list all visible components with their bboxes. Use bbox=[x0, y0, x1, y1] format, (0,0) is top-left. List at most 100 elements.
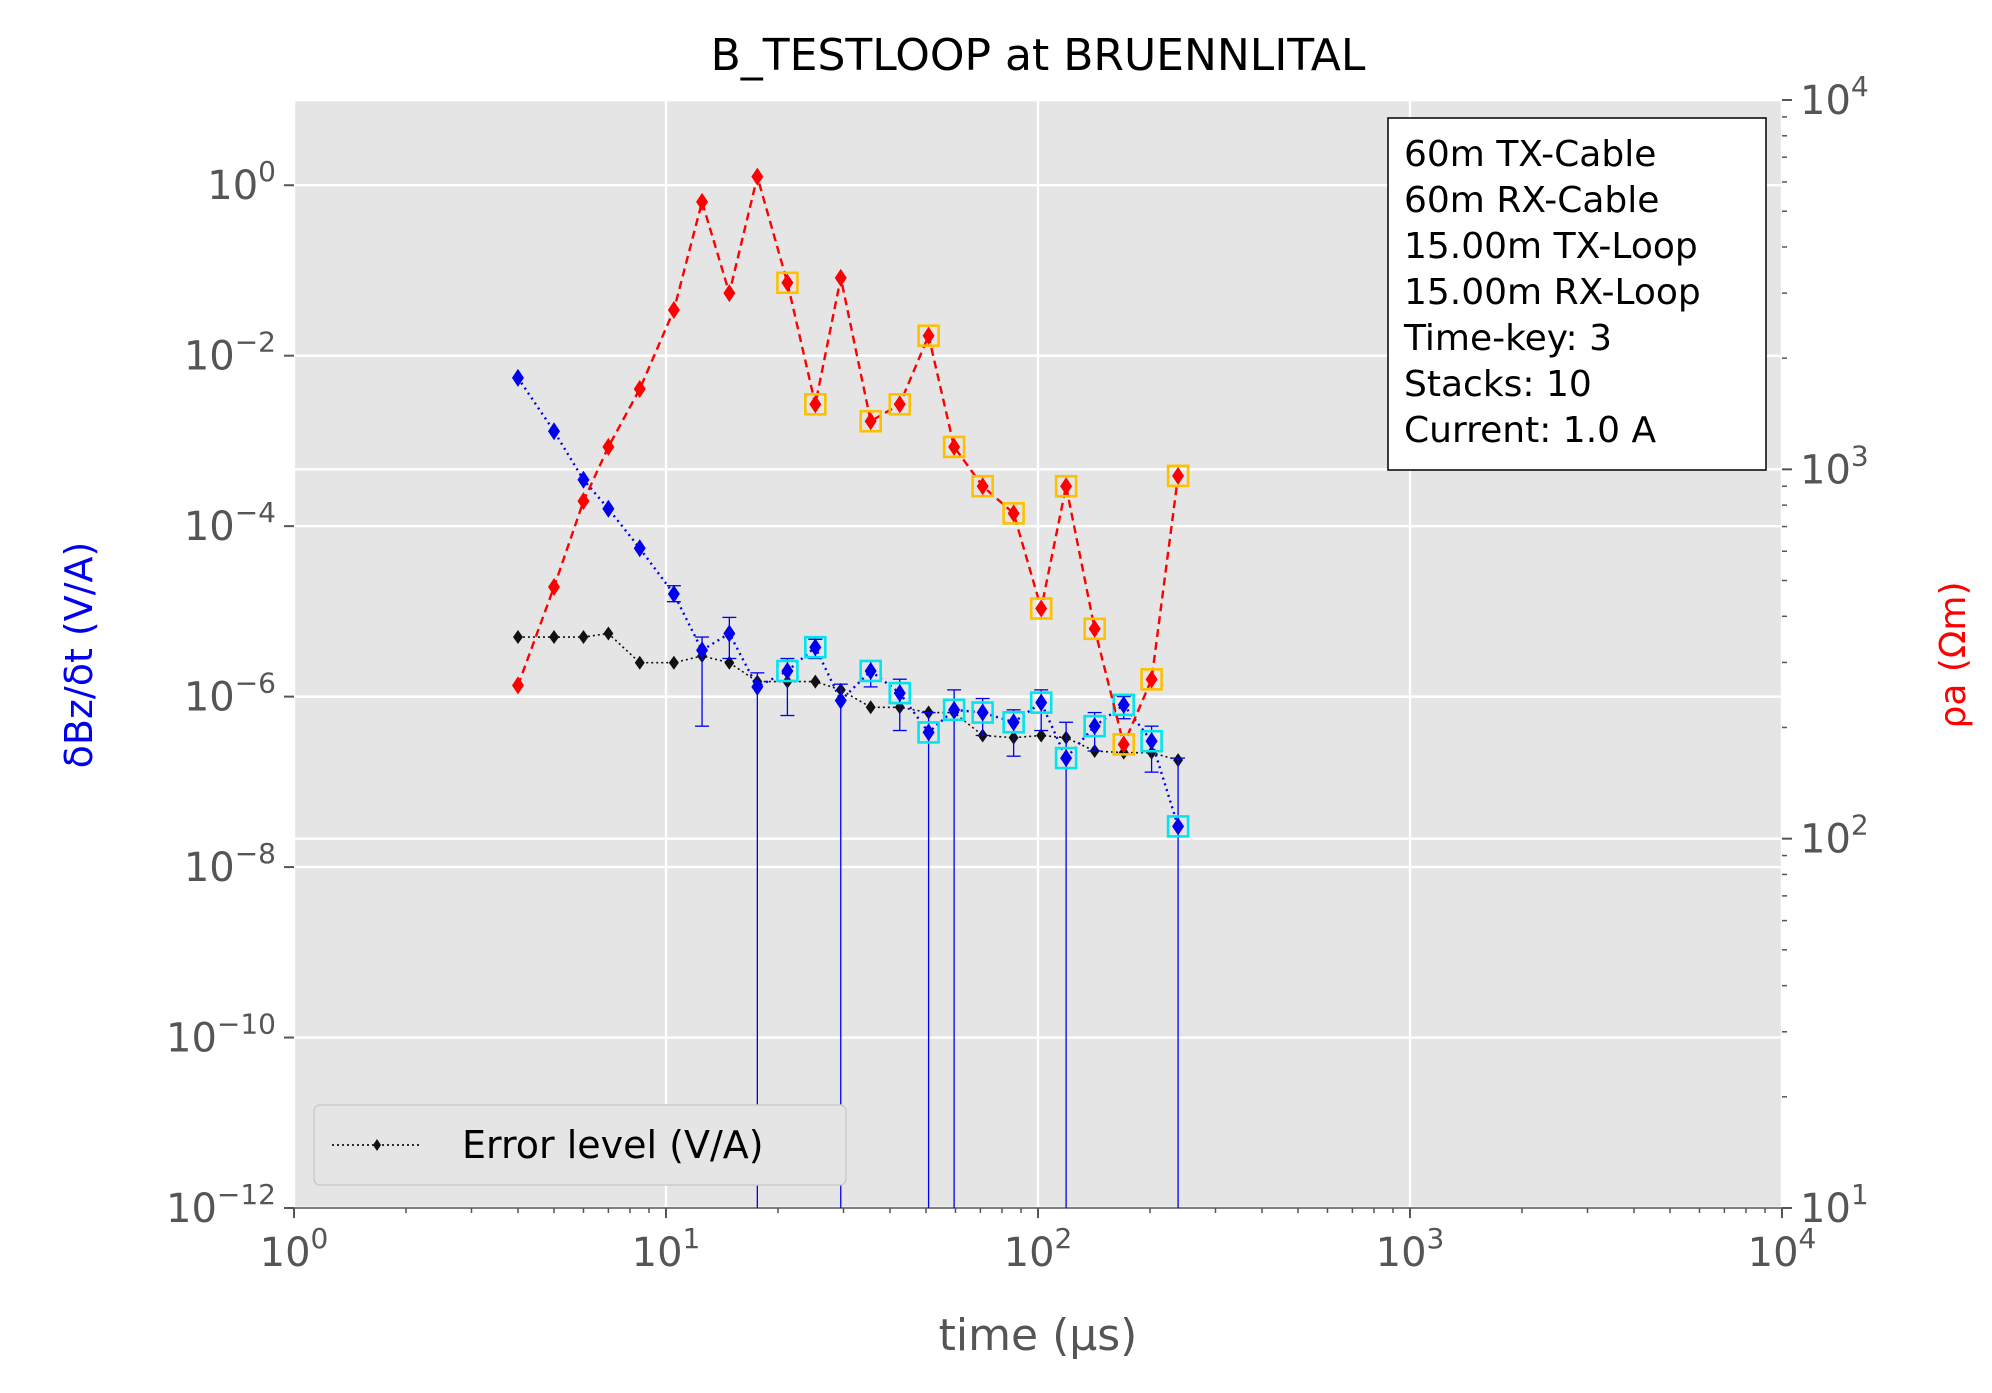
resistivity-point bbox=[976, 477, 989, 496]
signal-point bbox=[1035, 693, 1048, 712]
signal-point bbox=[511, 368, 524, 387]
signal-point bbox=[1117, 695, 1130, 714]
resistivity-point bbox=[809, 395, 822, 414]
resistivity-point bbox=[1088, 619, 1101, 638]
signal-flag-marker bbox=[1029, 691, 1053, 714]
legend-entry-error-level: Error level (V/A) bbox=[462, 1123, 764, 1167]
x-tick-label: 104 bbox=[1748, 1222, 1817, 1276]
error-level-point bbox=[810, 674, 821, 689]
y-right-tick-label: 103 bbox=[1800, 439, 1869, 493]
resistivity-point bbox=[751, 167, 764, 186]
signal-point bbox=[602, 499, 615, 518]
signal-flag-marker bbox=[1083, 714, 1106, 738]
y-left-tick-label: 10−2 bbox=[184, 326, 276, 380]
resistivity-flag-marker bbox=[859, 409, 882, 433]
y-left-tick-label: 10−10 bbox=[166, 1008, 276, 1062]
error-level-line bbox=[517, 632, 1179, 761]
error-level-point bbox=[634, 655, 645, 670]
signal-flag-marker bbox=[1002, 710, 1025, 734]
x-tick-label: 100 bbox=[260, 1222, 329, 1276]
x-axis-label-text: time (μs) bbox=[939, 1310, 1138, 1361]
signal-flag-marker bbox=[1140, 729, 1163, 753]
resistivity-point bbox=[1060, 477, 1073, 496]
right-axis-label: ρa (Ωm) bbox=[1933, 581, 1974, 728]
resistivity-point bbox=[864, 412, 877, 431]
resistivity-flag-marker bbox=[1054, 474, 1078, 498]
legend-marker-sample bbox=[373, 1139, 381, 1151]
resistivity-flag-marker bbox=[888, 392, 912, 416]
signal-point bbox=[577, 470, 590, 489]
signal-point bbox=[922, 723, 935, 742]
signal-flag-marker bbox=[971, 701, 994, 724]
resistivity-point bbox=[602, 437, 615, 456]
signal-point bbox=[834, 691, 847, 710]
signal-point bbox=[667, 584, 680, 603]
signal-point bbox=[1007, 713, 1020, 732]
error-level-point bbox=[603, 626, 614, 641]
info-box: 60m TX-Cable 60m RX-Cable 15.00m TX-Loop… bbox=[1387, 117, 1767, 471]
resistivity-point bbox=[667, 301, 680, 320]
resistivity-point bbox=[893, 395, 906, 414]
signal-flag-marker bbox=[776, 659, 799, 683]
signal-point bbox=[751, 677, 764, 696]
resistivity-point bbox=[922, 326, 935, 345]
resistivity-flag-marker bbox=[971, 474, 994, 498]
resistivity-point bbox=[834, 268, 847, 287]
signal-point bbox=[548, 422, 561, 441]
info-line: Time-key: 3 bbox=[1403, 318, 1612, 359]
resistivity-line bbox=[516, 171, 1180, 749]
resistivity-point bbox=[948, 437, 961, 456]
resistivity-flag-marker bbox=[1140, 668, 1163, 691]
resistivity-flag-marker bbox=[942, 435, 966, 459]
resistivity-point bbox=[1172, 466, 1185, 485]
info-line: 15.00m RX-Loop bbox=[1404, 272, 1701, 313]
y-right-tick-label: 101 bbox=[1800, 1178, 1869, 1232]
resistivity-point bbox=[577, 492, 590, 511]
y-left-tick-label: 10−6 bbox=[184, 667, 276, 721]
signal-point bbox=[976, 703, 989, 722]
info-line: Stacks: 10 bbox=[1404, 364, 1592, 405]
x-axis-label: time (μs) bbox=[939, 1310, 1138, 1361]
info-box-frame bbox=[1387, 117, 1767, 471]
resistivity-flag-marker bbox=[1112, 733, 1136, 756]
resistivity-flag-marker bbox=[1002, 502, 1025, 525]
signal-point bbox=[696, 641, 709, 660]
info-line: 60m RX-Cable bbox=[1404, 180, 1659, 221]
signal-flag-marker bbox=[942, 698, 966, 722]
resistivity-flag-marker bbox=[1029, 597, 1053, 620]
resistivity-point bbox=[1117, 735, 1130, 754]
resistivity-flag-marker bbox=[804, 392, 827, 416]
resistivity-point bbox=[1035, 599, 1048, 618]
signal-flag-marker bbox=[917, 721, 940, 744]
signal-point bbox=[1145, 732, 1158, 751]
info-line: 60m TX-Cable bbox=[1404, 134, 1656, 175]
resistivity-point bbox=[1007, 504, 1020, 523]
resistivity-point bbox=[723, 284, 736, 303]
y-left-tick-label: 10−4 bbox=[184, 496, 276, 550]
resistivity-flag-marker bbox=[1166, 464, 1190, 488]
error-level-point bbox=[549, 630, 560, 645]
signal-point bbox=[723, 624, 736, 643]
info-line: Current: 1.0 A bbox=[1404, 410, 1656, 451]
signal-point bbox=[1060, 749, 1073, 768]
y-left-tick-label: 10−8 bbox=[184, 837, 276, 891]
signal-point bbox=[893, 684, 906, 703]
x-tick-label: 102 bbox=[1004, 1222, 1073, 1276]
left-axis-label: δBz/δt (V/A) bbox=[57, 542, 101, 769]
signal-flag-marker bbox=[859, 659, 882, 683]
signal-point bbox=[809, 638, 822, 657]
signal-point bbox=[781, 661, 794, 680]
resistivity-point bbox=[511, 676, 524, 695]
y-left-tick-label: 100 bbox=[207, 155, 276, 209]
y-left-tick-label: 10−12 bbox=[166, 1178, 276, 1232]
signal-point bbox=[948, 700, 961, 719]
grid bbox=[292, 98, 1784, 1210]
error-level-point bbox=[578, 630, 589, 645]
error-level-point bbox=[512, 630, 523, 645]
signal-flag-marker bbox=[1166, 815, 1190, 838]
chart-title: B_TESTLOOP at BRUENNLITAL bbox=[711, 30, 1366, 81]
y-right-tick-label: 102 bbox=[1800, 809, 1869, 863]
signal-point bbox=[1172, 817, 1185, 836]
info-line: 15.00m TX-Loop bbox=[1404, 226, 1698, 267]
